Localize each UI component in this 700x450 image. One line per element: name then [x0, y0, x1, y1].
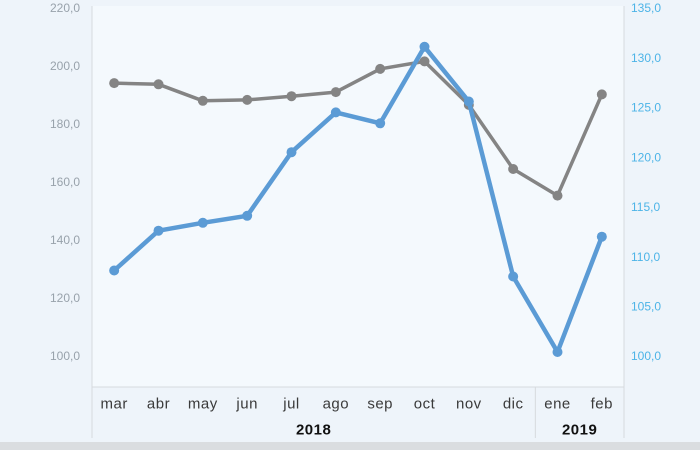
x-axis-year-label: 2018: [296, 421, 331, 438]
gray-series-marker: [286, 91, 297, 102]
x-axis-month-label: ago: [323, 395, 350, 412]
x-axis-month-label: jul: [282, 395, 300, 412]
gray-series-line: [112, 59, 604, 198]
blue-series-marker: [330, 107, 341, 118]
left-axis-tick-label: 200,0: [50, 59, 80, 73]
x-axis-month-label: abr: [147, 395, 170, 412]
blue-series-marker: [419, 41, 430, 52]
gray-series-marker: [419, 56, 430, 67]
blue-series-marker: [508, 271, 519, 282]
blue-series-marker: [197, 217, 208, 228]
right-axis-tick-label: 110,0: [631, 250, 660, 264]
x-axis-month-label: sep: [367, 395, 393, 412]
left-axis-tick-label: 220,0: [50, 1, 80, 15]
blue-series-marker: [463, 96, 474, 107]
left-axis-tick-label: 140,0: [50, 233, 80, 247]
plot-area: [92, 6, 624, 387]
left-axis-tick-label: 120,0: [50, 291, 80, 305]
blue-series-marker: [109, 265, 120, 276]
left-axis-tick-label: 160,0: [50, 175, 80, 189]
blue-series-line: [111, 44, 605, 355]
x-axis-month-label: dic: [503, 395, 524, 412]
left-axis-tick-label: 180,0: [50, 117, 80, 131]
right-axis-tick-label: 135,0: [631, 1, 661, 15]
gray-series-marker: [552, 190, 563, 201]
x-axis-month-label: may: [188, 395, 218, 412]
gray-series-marker: [197, 95, 208, 106]
right-axis-tick-label: 120,0: [631, 150, 661, 164]
right-axis-tick-label: 130,0: [631, 51, 661, 65]
x-axis-month-label: mar: [100, 395, 127, 412]
gray-series-marker: [508, 164, 519, 174]
x-axis-month-label: feb: [591, 395, 613, 412]
blue-series-marker: [375, 118, 386, 129]
blue-series-marker: [242, 210, 253, 221]
left-axis-tick-label: 100,0: [50, 349, 80, 363]
bottom-strip: [0, 442, 700, 450]
right-axis-tick-label: 115,0: [631, 200, 660, 214]
blue-series-marker: [552, 347, 563, 357]
gray-series-marker: [596, 89, 607, 100]
right-axis-tick-label: 100,0: [631, 349, 661, 363]
x-axis-month-label: ene: [544, 395, 571, 412]
x-axis-month-label: jun: [235, 395, 258, 412]
gray-series-marker: [375, 63, 386, 74]
x-axis-month-label: oct: [414, 395, 436, 412]
gray-series-marker: [153, 79, 164, 90]
x-axis-month-label: nov: [456, 395, 482, 412]
blue-series-marker: [153, 225, 164, 236]
x-axis-year-label: 2019: [562, 421, 597, 438]
gray-series-marker: [330, 87, 341, 98]
right-axis-tick-label: 125,0: [631, 101, 661, 115]
blue-series-marker: [596, 231, 607, 242]
gray-series-marker: [242, 94, 253, 105]
blue-series-marker: [286, 147, 297, 158]
gray-series-marker: [109, 78, 120, 89]
right-axis-tick-label: 105,0: [631, 299, 661, 313]
